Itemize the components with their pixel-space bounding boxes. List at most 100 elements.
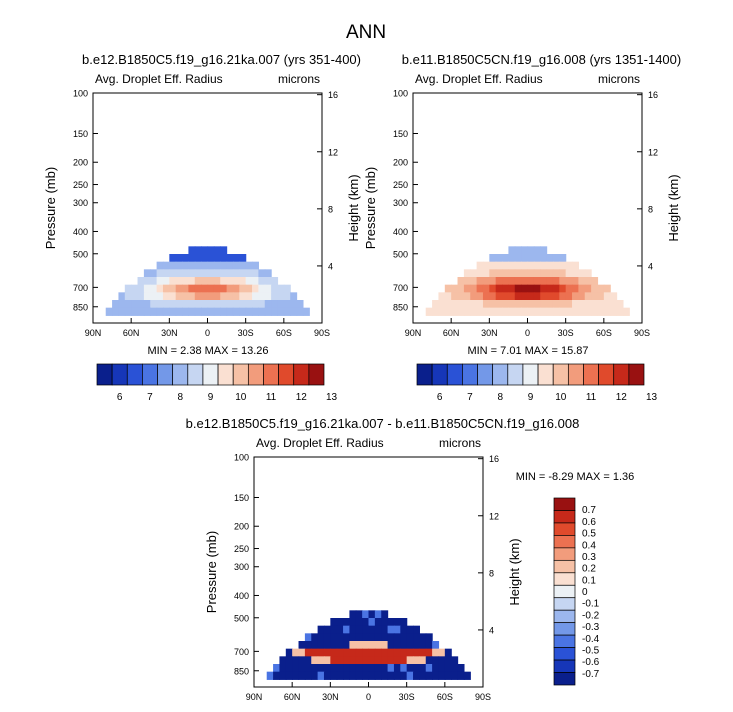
field-cell: [400, 641, 407, 649]
field-cells: [426, 246, 630, 316]
field-cell: [451, 672, 458, 680]
panel-case-title: b.e12.B1850C5.f19_g16.21ka.007 - b.e11.B…: [186, 416, 580, 431]
y-tick-label: 500: [73, 249, 88, 259]
field-cell: [394, 656, 401, 664]
field-cell: [277, 285, 284, 293]
field-cell: [432, 649, 439, 657]
field-cell: [214, 246, 221, 254]
field-cell: [585, 277, 592, 285]
field-cell: [356, 618, 363, 626]
x-tick-label: 90S: [634, 328, 650, 338]
field-cell: [407, 633, 414, 641]
legend-swatch: [583, 364, 598, 385]
field-cell: [297, 300, 304, 308]
field-cell: [144, 269, 151, 277]
field-cell: [214, 262, 221, 270]
field-cell: [138, 292, 145, 300]
field-cell: [163, 292, 170, 300]
field-cell: [496, 285, 503, 293]
field-cell: [157, 262, 164, 270]
field-cell: [369, 618, 376, 626]
field-cell: [163, 262, 170, 270]
field-cell: [585, 308, 592, 316]
x-tick-label: 0: [205, 328, 210, 338]
legend-swatch: [554, 648, 575, 660]
field-cell: [176, 285, 183, 293]
field-cell: [284, 308, 291, 316]
field-cell: [362, 610, 369, 618]
legend-swatch: [554, 598, 575, 610]
field-cell: [118, 292, 125, 300]
field-cell: [413, 664, 420, 672]
field-cell: [220, 292, 227, 300]
field-cell: [400, 664, 407, 672]
field-cell: [246, 308, 253, 316]
field-cell: [375, 633, 382, 641]
legend-swatch: [554, 673, 575, 685]
legend-swatch: [554, 535, 575, 547]
field-cell: [521, 254, 528, 262]
field-cell: [445, 656, 452, 664]
field-cell: [163, 277, 170, 285]
field-cell: [375, 626, 382, 634]
field-cell: [394, 641, 401, 649]
field-cell: [534, 308, 541, 316]
height-tick-label: 8: [328, 204, 333, 214]
field-cell: [208, 285, 215, 293]
field-cell: [150, 308, 157, 316]
field-cell: [284, 285, 291, 293]
field-cell: [318, 664, 325, 672]
height-tick-label: 4: [648, 261, 653, 271]
field-cell: [349, 664, 356, 672]
x-tick-label: 60N: [123, 328, 140, 338]
legend-swatch: [478, 364, 493, 385]
x-tick-label: 90S: [314, 328, 330, 338]
field-cell: [131, 300, 138, 308]
field-cell: [426, 664, 433, 672]
field-cell: [528, 308, 535, 316]
y-tick-label: 100: [234, 453, 249, 463]
field-cell: [540, 292, 547, 300]
field-cell: [477, 308, 484, 316]
field-cell: [381, 664, 388, 672]
height-tick-label: 8: [648, 204, 653, 214]
field-cell: [496, 262, 503, 270]
legend-label: 6: [437, 392, 443, 403]
field-cell: [176, 269, 183, 277]
field-cell: [375, 610, 382, 618]
field-cell: [214, 285, 221, 293]
legend-swatch: [279, 364, 294, 385]
field-cell: [508, 285, 515, 293]
field-cell: [534, 292, 541, 300]
field-cell: [188, 308, 195, 316]
field-cell: [426, 308, 433, 316]
field-cell: [369, 626, 376, 634]
field-cell: [144, 300, 151, 308]
panels: b.e12.B1850C5.f19_g16.21ka.007 (yrs 351-…: [43, 52, 681, 702]
field-cell: [528, 292, 535, 300]
field-cell: [369, 641, 376, 649]
field-cell: [239, 254, 246, 262]
field-cell: [388, 672, 395, 680]
field-cell: [540, 277, 547, 285]
field-cell: [208, 269, 215, 277]
legend-swatch: [554, 523, 575, 535]
field-cell: [125, 285, 132, 293]
legend-label: 9: [208, 392, 214, 403]
field-cell: [534, 269, 541, 277]
field-cell: [252, 285, 259, 293]
field-cell: [458, 308, 465, 316]
field-cell: [458, 664, 465, 672]
field-cell: [169, 292, 176, 300]
y-tick-label: 700: [73, 283, 88, 293]
field-cell: [286, 649, 293, 657]
field-cell: [201, 262, 208, 270]
field-cell: [271, 300, 278, 308]
legend-swatch: [554, 498, 575, 510]
field-cell: [381, 649, 388, 657]
field-cell: [233, 269, 240, 277]
field-cell: [265, 300, 272, 308]
field-cell: [388, 649, 395, 657]
field-cell: [324, 626, 331, 634]
legend-label: 13: [326, 392, 338, 403]
